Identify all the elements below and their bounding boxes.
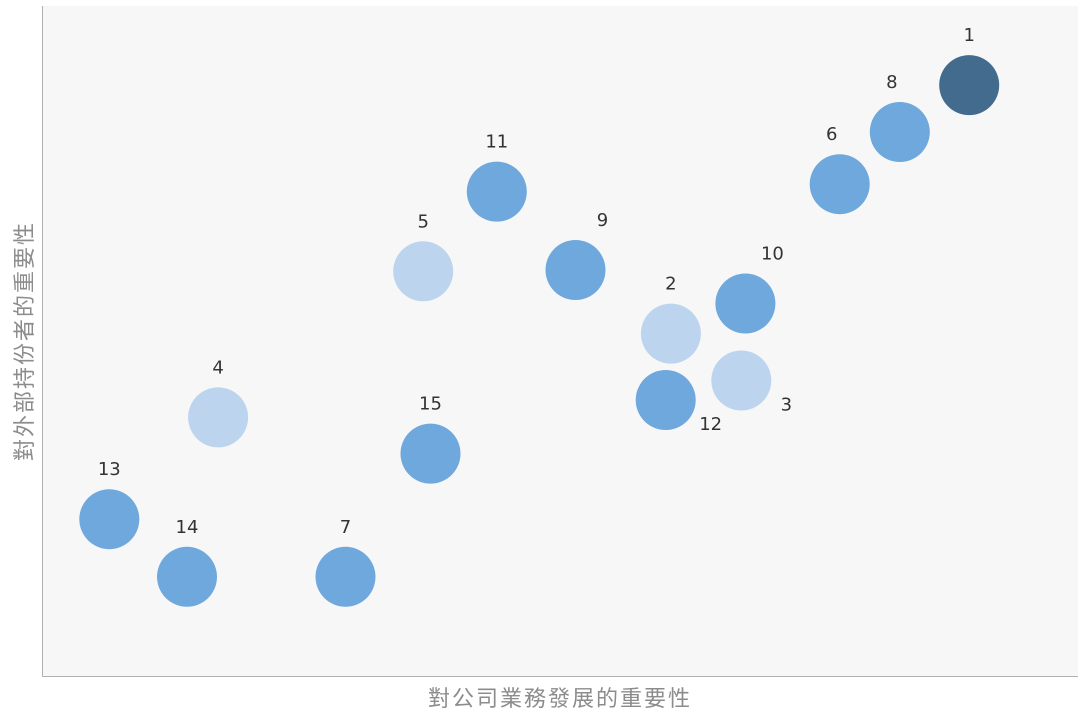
point-label-12: 12 [699,414,722,435]
x-axis-title: 對公司業務發展的重要性 [428,687,692,712]
point-label-3: 3 [781,395,792,416]
point-3 [711,350,772,411]
point-2 [640,303,701,364]
point-label-5: 5 [417,211,428,232]
point-13 [79,489,140,550]
point-label-10: 10 [761,244,784,265]
point-label-6: 6 [826,124,837,145]
point-label-13: 13 [98,459,121,480]
point-8 [869,102,930,162]
point-label-7: 7 [340,517,351,538]
point-6 [809,154,870,215]
point-15 [400,423,461,484]
point-label-1: 1 [963,25,974,46]
points-layer [79,55,1000,607]
point-label-8: 8 [886,72,897,93]
point-label-14: 14 [176,517,199,538]
point-9 [545,240,606,300]
y-axis-title: 對外部持份者的重要性 [13,221,38,461]
point-10 [715,273,776,334]
point-label-15: 15 [419,394,442,415]
point-label-9: 9 [597,210,608,231]
point-11 [466,161,527,222]
point-5 [393,241,454,302]
point-12 [635,370,696,430]
point-7 [315,546,376,607]
point-label-11: 11 [485,132,508,153]
point-4 [188,387,249,448]
point-label-2: 2 [665,274,676,295]
point-label-4: 4 [212,357,223,378]
point-14 [157,546,217,607]
point-1 [939,55,1000,116]
